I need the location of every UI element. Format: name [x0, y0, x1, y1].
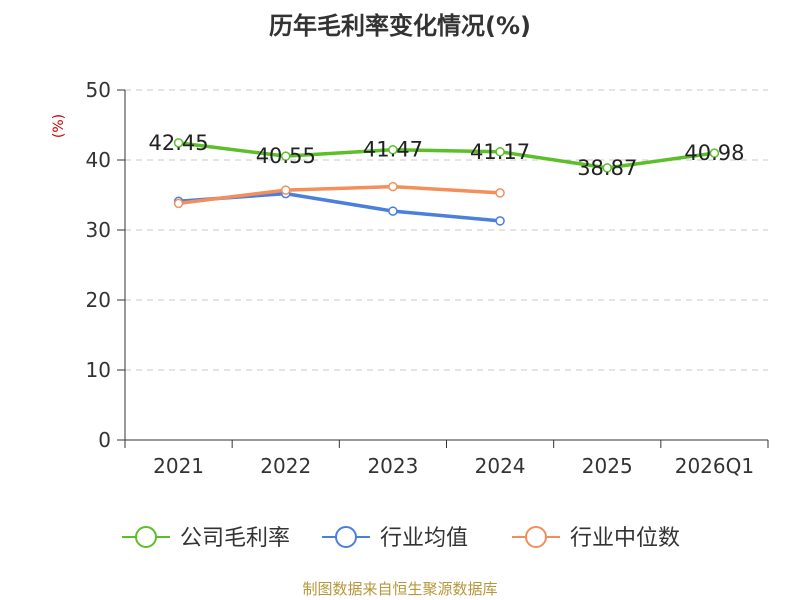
data-point: [173, 198, 184, 209]
y-tick-label: 30: [86, 218, 111, 242]
source-note: 制图数据来自恒生聚源数据库: [302, 580, 498, 598]
y-tick-label: 0: [98, 428, 111, 452]
series-lines: [173, 138, 720, 226]
data-point: [388, 206, 398, 216]
data-point: [495, 216, 505, 226]
x-tick-label: 2025: [582, 454, 633, 478]
y-tick-label: 20: [86, 288, 111, 312]
y-tick-label: 40: [86, 148, 111, 172]
x-tick-label: 2022: [260, 454, 311, 478]
data-label: 42.45: [149, 131, 209, 155]
data-label: 38.87: [577, 156, 637, 180]
data-label: 41.17: [470, 140, 530, 164]
x-axis-ticks: 2021 2022 2023 2024 2025 2026Q1: [124, 440, 769, 478]
data-labels: 42.45 40.55 41.47 41.17 38.87 40.98: [149, 131, 745, 180]
x-tick-label: 2023: [367, 454, 418, 478]
x-tick-label: 2021: [153, 454, 204, 478]
x-tick-label: 2026Q1: [675, 454, 754, 478]
legend-label: 行业均值: [380, 526, 468, 551]
x-tick-label: 2024: [475, 454, 526, 478]
data-point: [388, 144, 398, 155]
grid-lines: [125, 89, 768, 371]
y-axis-ticks: 0 10 20 30 40 50: [86, 78, 125, 452]
data-point: [173, 138, 184, 148]
series-line: [178, 184, 501, 206]
chart-title: 历年毛利率变化情况(%): [269, 12, 531, 40]
legend-label: 行业中位数: [570, 526, 680, 551]
legend-marker: [525, 526, 547, 548]
axes: [124, 90, 768, 441]
series-line: [178, 141, 715, 170]
legend-marker: [135, 526, 157, 548]
data-point: [388, 181, 398, 192]
legend-label: 公司毛利率: [180, 526, 290, 551]
data-point: [495, 188, 505, 198]
legend-marker: [335, 526, 357, 548]
data-label: 41.47: [363, 138, 423, 162]
y-tick-label: 50: [86, 78, 111, 102]
data-label: 40.55: [256, 144, 316, 168]
data-label: 40.98: [684, 141, 744, 165]
data-point: [709, 148, 720, 158]
y-tick-label: 10: [86, 358, 111, 382]
legend: 公司毛利率 行业均值 行业中位数: [122, 526, 680, 551]
data-point: [602, 163, 612, 173]
data-point: [281, 185, 291, 195]
data-point: [281, 151, 291, 161]
data-point: [495, 147, 505, 157]
y-axis-label: (%): [51, 114, 67, 138]
